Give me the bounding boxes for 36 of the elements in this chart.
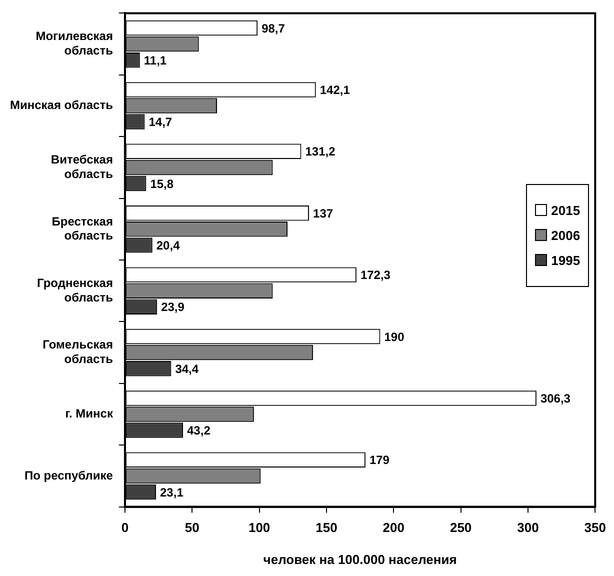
data-label: 190 (384, 330, 405, 344)
data-label: 11,1 (144, 53, 167, 68)
data-label: 14,7 (148, 115, 172, 130)
x-tick-label: 350 (584, 520, 606, 536)
x-tick-label: 200 (382, 520, 404, 536)
x-axis-title: человек на 100.000 населения (263, 552, 457, 567)
y-tick-label: Брестская область (52, 214, 113, 243)
x-tick-label: 300 (517, 520, 539, 536)
x-tick-label: 0 (121, 520, 129, 536)
y-tick-label: Витебская область (50, 152, 113, 181)
x-tick-label: 250 (450, 520, 472, 536)
legend-label: 1995 (551, 252, 580, 268)
y-tick-label: Гомельская область (42, 338, 113, 366)
data-label: 172,3 (360, 268, 391, 282)
y-tick-label: Гродненская область (36, 276, 113, 304)
data-label: 131,2 (305, 144, 336, 159)
x-tick-label: 50 (184, 520, 200, 536)
x-tick-label: 150 (316, 520, 338, 536)
data-label: 306,3 (540, 392, 571, 406)
data-label: 98,7 (262, 21, 286, 36)
data-label: 43,2 (187, 424, 211, 438)
data-label: 15,8 (150, 176, 174, 191)
legend-label: 2006 (551, 228, 580, 243)
x-tick-label: 100 (248, 520, 270, 536)
data-label: 137 (313, 206, 334, 220)
data-label: 142,1 (320, 83, 350, 98)
y-tick-label: Минская область (10, 98, 113, 112)
y-tick-label: По республике (24, 468, 114, 482)
data-label: 20,4 (156, 238, 180, 253)
data-label: 179 (369, 453, 390, 468)
data-label: 34,4 (175, 362, 199, 376)
y-tick-label: г. Минск (65, 406, 114, 421)
text: 2015 (551, 202, 580, 218)
data-label: 23,1 (160, 485, 184, 500)
y-tick-label: Могилевская область (36, 29, 113, 58)
data-label: 23,9 (161, 300, 185, 314)
